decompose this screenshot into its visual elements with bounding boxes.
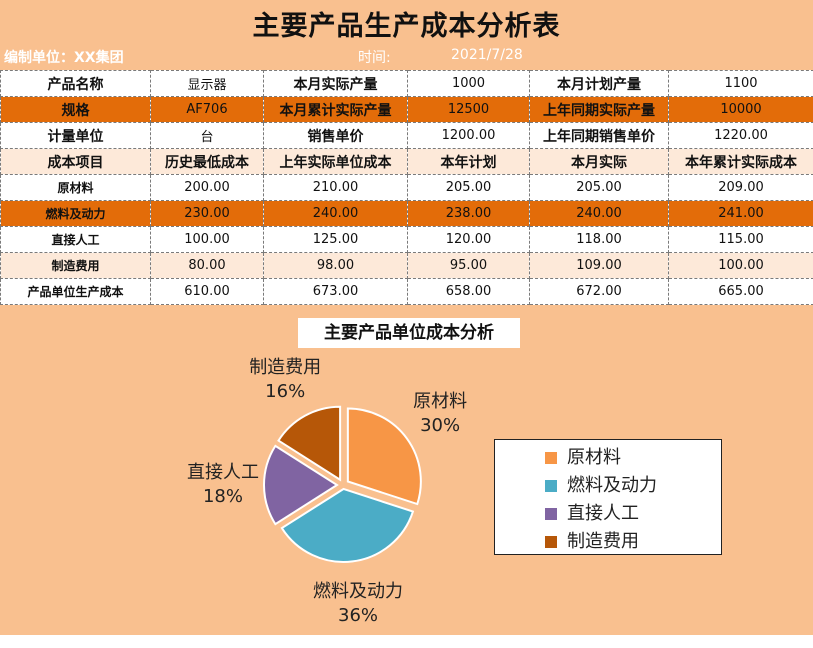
cost-cell[interactable]: 109.00 [529, 252, 669, 279]
legend-item[interactable]: 直接人工 [495, 500, 721, 528]
legend-item[interactable]: 原材料 [495, 444, 721, 472]
pie-data-label: 原材料 30% [375, 390, 505, 438]
header-cell[interactable]: 本年计划 [407, 148, 530, 175]
cost-row: 制造费用 80.00 98.00 95.00 109.00 100.00 [0, 252, 813, 279]
cost-cell[interactable]: 燃料及动力 [0, 200, 151, 227]
cost-cell[interactable]: 制造费用 [0, 252, 151, 279]
cost-cell[interactable]: 241.00 [668, 200, 813, 227]
cost-cell[interactable]: 209.00 [668, 174, 813, 201]
cost-row: 原材料 200.00 210.00 205.00 205.00 209.00 [0, 174, 813, 201]
legend-swatch [545, 452, 557, 464]
info-cell[interactable]: 产品名称 [0, 70, 151, 97]
cost-cell[interactable]: 238.00 [407, 200, 530, 227]
legend-item[interactable]: 燃料及动力 [495, 472, 721, 500]
header-cell[interactable]: 上年实际单位成本 [263, 148, 408, 175]
cost-cell[interactable]: 100.00 [668, 252, 813, 279]
header-cell[interactable]: 历史最低成本 [150, 148, 264, 175]
legend-swatch [545, 536, 557, 548]
pie-slice[interactable] [263, 444, 339, 526]
info-cell[interactable]: 12500 [407, 96, 530, 123]
cost-cell[interactable]: 80.00 [150, 252, 264, 279]
pie-data-label: 制造费用 16% [220, 356, 350, 404]
pie-slice[interactable] [280, 487, 415, 563]
info-row: 规格 AF706 本月累计实际产量 12500 上年同期实际产量 10000 [0, 96, 813, 123]
date-value: 2021/7/28 [451, 47, 523, 63]
pie-label-percent: 36% [338, 605, 379, 627]
pie-label-percent: 18% [202, 486, 243, 507]
info-cell[interactable]: 显示器 [150, 70, 264, 97]
cost-cell[interactable]: 673.00 [263, 278, 408, 305]
header-cell[interactable]: 本月实际 [529, 148, 669, 175]
header-row: 成本项目 历史最低成本 上年实际单位成本 本年计划 本月实际 本年累计实际成本 [0, 148, 813, 175]
pie-data-label: 燃料及动力 36% [293, 580, 423, 628]
info-row: 计量单位台销售单价 1200.00 上年同期销售单价 1220.00 [0, 122, 813, 149]
info-cell[interactable]: 计量单位 [0, 122, 151, 149]
info-cell[interactable]: 上年同期销售单价 [529, 122, 669, 149]
cost-cell[interactable]: 658.00 [407, 278, 530, 305]
cost-cell[interactable]: 原材料 [0, 174, 151, 201]
title-band: 主要产品生产成本分析表 编制单位：XX集团 时间: 2021/7/28 [0, 0, 813, 70]
cost-table: 产品名称 显示器 本月实际产量 1000 本月计划产量 1100 规格 AF706 本月累计实际… [0, 70, 813, 305]
info-cell[interactable]: 1220.00 [668, 122, 813, 149]
org-label: 编制单位：XX集团 [4, 50, 124, 66]
cost-cell[interactable]: 240.00 [263, 200, 408, 227]
cost-cell[interactable]: 98.00 [263, 252, 408, 279]
info-cell[interactable]: 上年同期实际产量 [529, 96, 669, 123]
cost-row: 产品单位生产成本 610.00 673.00 658.00 672.00 665.00 [0, 278, 813, 305]
pie-label-percent: 16% [265, 380, 306, 402]
cost-cell[interactable]: 610.00 [150, 278, 264, 305]
cost-cell[interactable]: 210.00 [263, 174, 408, 201]
info-cell[interactable]: 10000 [668, 96, 813, 123]
cost-cell[interactable]: 672.00 [529, 278, 669, 305]
cost-cell[interactable]: 直接人工 [0, 226, 151, 253]
cost-cell[interactable]: 205.00 [529, 174, 669, 201]
cost-cell[interactable]: 205.00 [407, 174, 530, 201]
cost-cell[interactable]: 665.00 [668, 278, 813, 305]
info-cell[interactable]: 台 [150, 122, 264, 149]
info-cell[interactable]: 本月计划产量 [529, 70, 669, 97]
pie-label-category: 直接人工 [187, 462, 259, 483]
header-cell[interactable]: 成本项目 [0, 148, 151, 175]
info-cell[interactable]: 1200.00 [407, 122, 530, 149]
info-cell[interactable]: AF706 [150, 96, 264, 123]
info-row: 产品名称 显示器 本月实际产量 1000 本月计划产量 1100 [0, 70, 813, 97]
pie-label-category: 制造费用 [249, 356, 322, 378]
legend-label: 燃料及动力 [567, 475, 657, 496]
cost-cell[interactable]: 200.00 [150, 174, 264, 201]
info-cell[interactable]: 规格 [0, 96, 151, 123]
cost-cell[interactable]: 125.00 [263, 226, 408, 253]
time-label: 时间: [358, 50, 391, 66]
info-cell[interactable]: 1100 [668, 70, 813, 97]
pie-label-percent: 30% [420, 415, 461, 437]
cost-row: 燃料及动力 230.00 240.00 238.00 240.00 241.00 [0, 200, 813, 227]
chart-legend: 原材料燃料及动力直接人工制造费用 [494, 439, 722, 555]
pie-label-category: 燃料及动力 [313, 581, 404, 603]
header-cell[interactable]: 本年累计实际成本 [668, 148, 813, 175]
cost-cell[interactable]: 100.00 [150, 226, 264, 253]
pie-slice[interactable] [346, 407, 422, 506]
cost-cell[interactable]: 230.00 [150, 200, 264, 227]
cost-cell[interactable]: 产品单位生产成本 [0, 278, 151, 305]
pie-slice[interactable] [277, 405, 342, 482]
pie-label-category: 原材料 [413, 391, 468, 413]
legend-label: 直接人工 [567, 503, 639, 524]
cost-cell[interactable]: 118.00 [529, 226, 669, 253]
cost-cell[interactable]: 240.00 [529, 200, 669, 227]
page-title: 主要产品生产成本分析表 [252, 11, 561, 42]
legend-label: 原材料 [567, 447, 621, 468]
cost-row: 直接人工 100.00 125.00 120.00 118.00 115.00 [0, 226, 813, 253]
pie-data-label: 直接人工 18% [158, 461, 288, 509]
legend-label: 制造费用 [567, 531, 639, 552]
info-cell[interactable]: 本月实际产量 [263, 70, 408, 97]
legend-item[interactable]: 制造费用 [495, 528, 721, 556]
chart-title: 主要产品单位成本分析 [298, 318, 520, 348]
legend-swatch [545, 508, 557, 520]
info-cell[interactable]: 1000 [407, 70, 530, 97]
info-cell[interactable]: 本月累计实际产量 [263, 96, 408, 123]
cost-cell[interactable]: 95.00 [407, 252, 530, 279]
legend-swatch [545, 480, 557, 492]
